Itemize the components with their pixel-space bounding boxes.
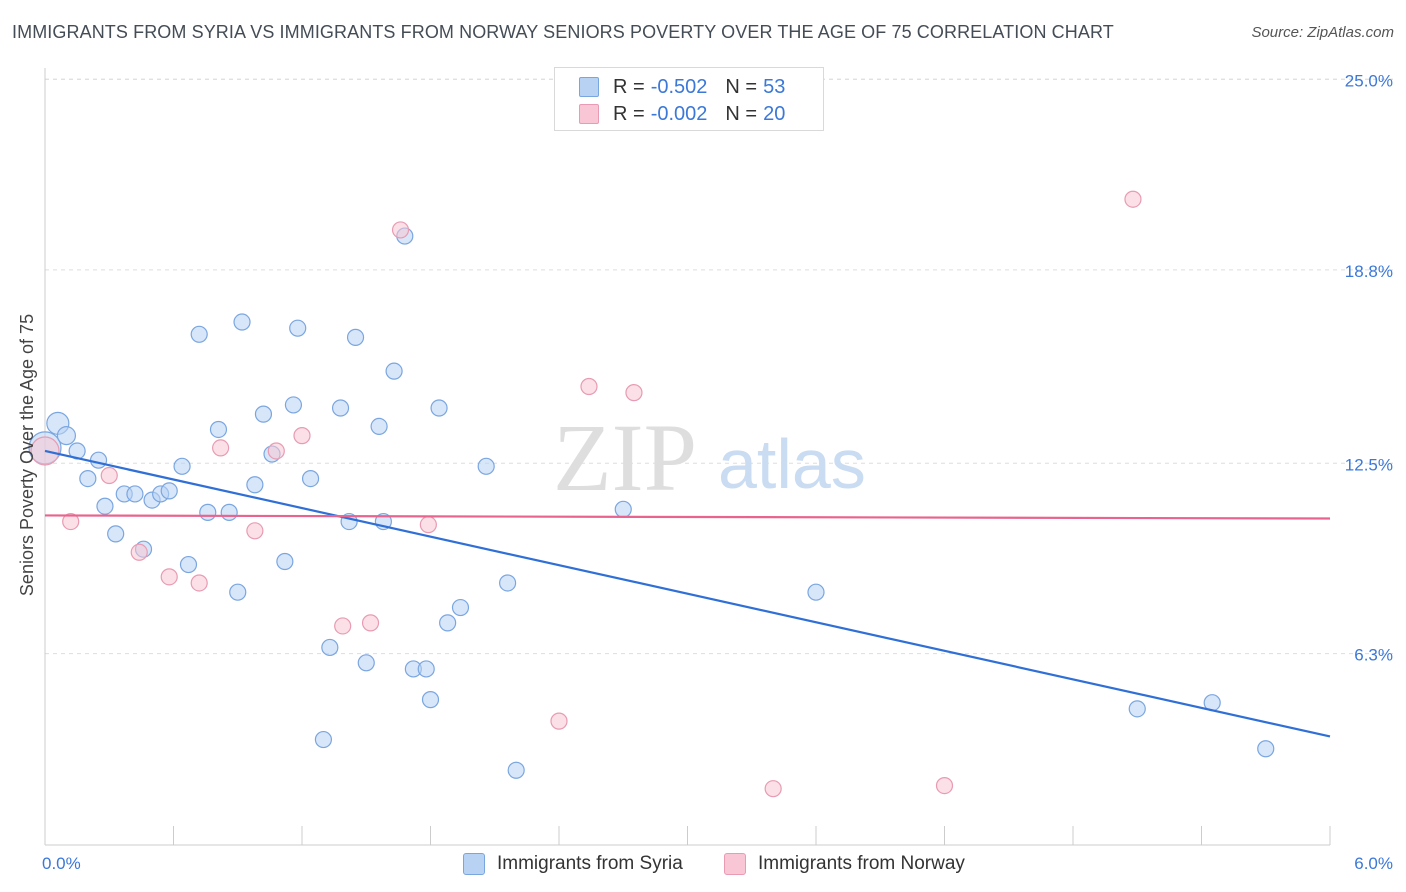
y-tick-label: 6.3%: [1354, 646, 1393, 665]
legend-r-label: R =: [613, 75, 645, 98]
syria-point: [220, 503, 238, 521]
syria-point: [439, 614, 457, 632]
x-tick-label: 6.0%: [1354, 854, 1393, 873]
norway-trend-line: [44, 514, 1331, 520]
syria-point: [370, 417, 388, 436]
legend-r-value: -0.002: [650, 102, 708, 125]
syria-point: [79, 470, 97, 488]
source-label: Source: ZipAtlas.com: [1251, 24, 1394, 41]
syria-point: [56, 426, 77, 446]
norway-legend-swatch: [724, 853, 746, 875]
norway-swatch: [579, 104, 599, 124]
y-tick-label: 12.5%: [1345, 455, 1393, 474]
syria-point: [107, 525, 125, 543]
norway-point: [293, 427, 311, 445]
chart-title: IMMIGRANTS FROM SYRIA VS IMMIGRANTS FROM…: [12, 22, 1114, 42]
legend-n-value: 20: [763, 102, 786, 125]
norway-point: [550, 712, 568, 730]
norway-point: [130, 543, 148, 561]
syria-point: [499, 574, 517, 592]
bottom-legend-norway: Immigrants from Norway: [724, 852, 965, 876]
syria-point: [284, 396, 303, 414]
syria-point: [507, 761, 525, 779]
syria-point: [314, 730, 333, 749]
watermark: ZIP atlas: [553, 404, 866, 511]
norway-point: [391, 221, 410, 239]
syria-swatch: [579, 77, 599, 97]
syria-point: [301, 470, 320, 488]
syria-point: [126, 485, 144, 503]
syria-point: [477, 457, 495, 475]
syria-legend-swatch: [463, 853, 485, 875]
correlation-legend: R = -0.502 N = 53 R = -0.002 N = 20: [554, 67, 824, 131]
x-tick-label: 0.0%: [42, 854, 81, 873]
norway-point: [935, 776, 954, 795]
norway-point: [190, 574, 208, 592]
syria-point: [807, 583, 825, 601]
legend-r-label: R =: [613, 102, 645, 125]
legend-n-label: N =: [725, 75, 758, 98]
syria-point: [417, 660, 435, 678]
bottom-legend-syria: Immigrants from Syria: [463, 852, 683, 876]
syria-point: [430, 399, 448, 417]
syria-legend-label: Immigrants from Syria: [497, 853, 683, 874]
syria-point: [321, 638, 339, 657]
legend-row-syria: R = -0.502 N = 53: [579, 75, 785, 99]
syria-point: [614, 500, 632, 518]
syria-point: [276, 552, 294, 571]
syria-point: [357, 654, 375, 672]
legend-row-norway: R = -0.002 N = 20: [579, 102, 785, 126]
series-norway-points: [30, 190, 1142, 798]
syria-point: [331, 399, 350, 417]
norway-point: [1124, 190, 1142, 208]
y-axis-label: Seniors Poverty Over the Age of 75: [17, 314, 37, 596]
syria-point: [1128, 700, 1146, 718]
norway-point: [419, 516, 437, 534]
norway-point: [361, 614, 380, 632]
syria-point: [254, 405, 273, 423]
syria-point: [346, 328, 365, 346]
norway-legend-label: Immigrants from Norway: [758, 853, 965, 874]
watermark-atlas: atlas: [718, 425, 866, 503]
syria-point: [233, 313, 251, 331]
syria-point: [96, 497, 114, 515]
norway-point: [62, 512, 80, 531]
watermark-zip: ZIP: [553, 404, 697, 511]
tick-labels: 6.3% 12.5% 18.8% 25.0% 0.0% 6.0%: [42, 72, 1393, 874]
norway-point: [625, 384, 643, 402]
y-tick-label: 18.8%: [1345, 262, 1393, 281]
trend-lines: [44, 449, 1331, 738]
syria-point: [89, 451, 108, 469]
norway-point: [580, 377, 598, 396]
syria-point: [209, 420, 228, 439]
legend-n-value: 53: [763, 75, 786, 98]
syria-point: [190, 325, 208, 343]
syria-point: [289, 319, 307, 337]
syria-point: [179, 555, 198, 574]
syria-point: [246, 476, 264, 494]
syria-point: [199, 503, 217, 521]
syria-point: [160, 482, 178, 500]
syria-point: [1257, 740, 1275, 758]
legend-r-value: -0.502: [650, 75, 708, 98]
syria-point: [421, 691, 440, 709]
syria-trend-line: [44, 449, 1331, 738]
norway-point: [160, 568, 178, 586]
legend-n-label: N =: [725, 102, 758, 125]
syria-point: [229, 583, 247, 601]
norway-point: [267, 442, 285, 460]
norway-point: [334, 617, 352, 635]
y-tick-label: 25.0%: [1345, 72, 1393, 91]
syria-point: [451, 598, 470, 617]
axes: [44, 68, 1331, 846]
gridlines: [45, 78, 1395, 655]
syria-point: [173, 457, 191, 475]
norway-point: [246, 522, 264, 540]
norway-point: [212, 439, 230, 457]
norway-point: [764, 780, 782, 798]
norway-point: [100, 466, 118, 485]
syria-point: [385, 362, 403, 380]
